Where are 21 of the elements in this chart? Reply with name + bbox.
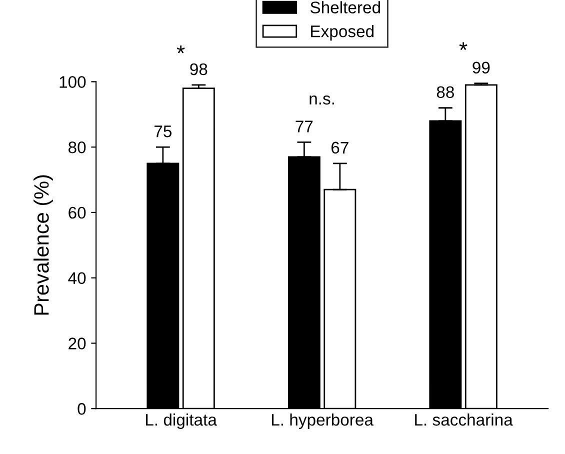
y-tick-label: 40 <box>68 272 86 284</box>
legend-label: Exposed <box>311 25 374 41</box>
y-axis-title: Prevalence (%) <box>34 175 53 315</box>
data-label: 99 <box>472 62 490 74</box>
y-tick-label: 100 <box>60 76 86 88</box>
text: * <box>176 45 185 54</box>
annotation: n.s. <box>310 95 334 105</box>
x-tick-label: L. saccharina <box>415 413 513 426</box>
y-tick-label: 0 <box>78 403 86 415</box>
x-tick-label: L. hyperborea <box>272 413 374 429</box>
data-label: 98 <box>190 63 208 76</box>
x-tick-label: L. digitata <box>146 413 217 429</box>
text: * <box>459 42 468 50</box>
y-tick-label: 60 <box>68 206 86 219</box>
data-label: 67 <box>331 142 348 154</box>
y-tick-label: 20 <box>68 338 86 350</box>
legend-label: Sheltered <box>310 1 380 14</box>
y-tick-label: 80 <box>68 141 86 154</box>
data-label: 88 <box>436 86 454 98</box>
data-label: 77 <box>296 120 313 132</box>
data-label: 75 <box>154 126 172 138</box>
